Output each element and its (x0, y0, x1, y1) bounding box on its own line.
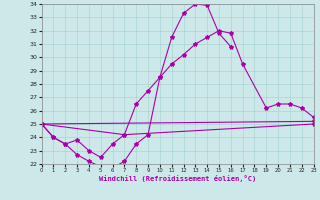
X-axis label: Windchill (Refroidissement éolien,°C): Windchill (Refroidissement éolien,°C) (99, 175, 256, 182)
